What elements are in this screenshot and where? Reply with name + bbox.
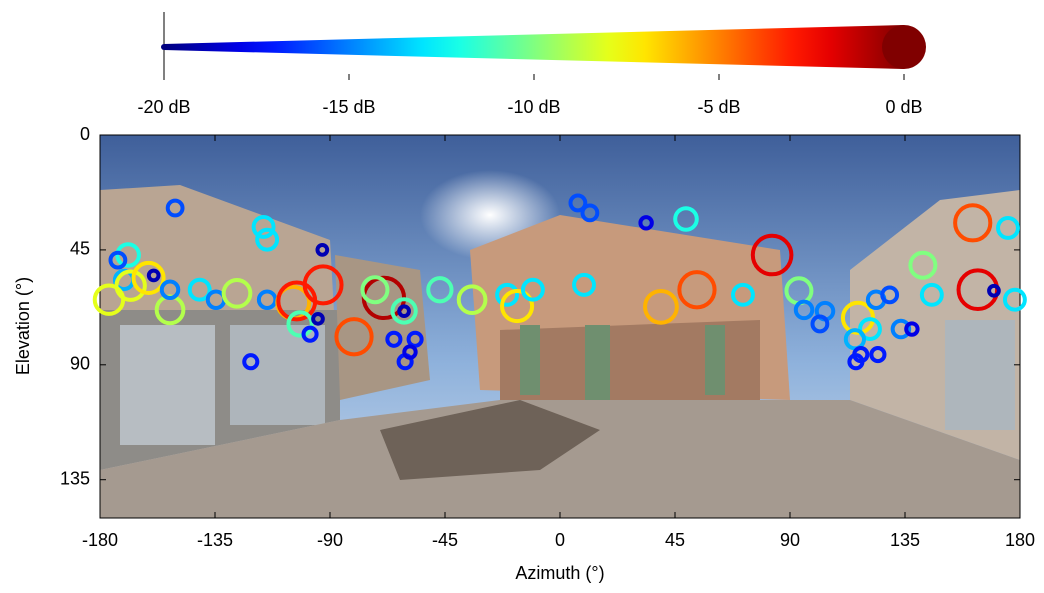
colorbar-body xyxy=(164,25,904,69)
source-circle xyxy=(673,206,699,232)
colorbar: -20 dB -15 dB -10 dB -5 dB 0 dB xyxy=(137,25,926,117)
panorama-background xyxy=(100,135,1020,518)
source-circle xyxy=(1002,287,1027,312)
source-circle xyxy=(402,344,418,360)
source-circle xyxy=(880,285,900,305)
source-circle xyxy=(315,243,330,257)
source-circle xyxy=(302,264,344,306)
colorbar-cap xyxy=(882,25,926,69)
source-circle xyxy=(919,282,944,307)
x-tick-label: -90 xyxy=(317,530,343,550)
source-circle xyxy=(500,289,535,324)
source-circle xyxy=(360,275,390,305)
y-tick-label: 45 xyxy=(70,239,90,259)
data-points xyxy=(92,193,1027,371)
source-circle xyxy=(793,299,815,321)
source-circle xyxy=(108,250,128,270)
colorbar-tick-label: -5 dB xyxy=(697,97,740,117)
source-circle xyxy=(858,317,882,342)
colorbar-cap xyxy=(161,44,167,50)
source-circle xyxy=(131,260,166,296)
x-tick-label: 0 xyxy=(555,530,565,550)
source-circle xyxy=(115,242,141,268)
x-axis-label: Azimuth (°) xyxy=(515,563,604,583)
source-circle xyxy=(406,330,424,348)
y-axis-label: Elevation (°) xyxy=(13,277,33,375)
source-circle xyxy=(221,277,253,309)
source-circle xyxy=(643,288,679,325)
source-circle xyxy=(580,203,600,223)
source-circle xyxy=(251,214,276,239)
source-circle xyxy=(286,310,314,338)
source-circle xyxy=(890,318,912,340)
y-tick-label: 135 xyxy=(60,468,90,488)
colorbar-tick-label: -10 dB xyxy=(507,97,560,117)
colorbar-tick-label: 0 dB xyxy=(885,97,922,117)
source-circle xyxy=(187,277,212,302)
source-circle xyxy=(426,276,454,304)
source-circle xyxy=(987,283,1001,298)
source-circle xyxy=(495,282,520,307)
source-circle xyxy=(731,282,755,307)
x-tick-label: -45 xyxy=(432,530,458,550)
source-circle xyxy=(92,283,126,316)
source-circle xyxy=(750,233,794,277)
x-tick-label: -135 xyxy=(197,530,233,550)
x-tick-label: 135 xyxy=(890,530,920,550)
colorbar-tick-label: -15 dB xyxy=(322,97,375,117)
x-tick-label: -180 xyxy=(82,530,118,550)
source-circle xyxy=(165,198,185,218)
source-circle xyxy=(572,272,596,297)
source-circle xyxy=(255,227,280,252)
source-circle xyxy=(843,328,867,351)
source-circle xyxy=(385,330,403,348)
source-circle xyxy=(301,325,319,343)
source-circle xyxy=(908,250,938,280)
source-circle xyxy=(869,346,887,364)
source-circle xyxy=(256,289,278,310)
colorbar-tick-label: -20 dB xyxy=(137,97,190,117)
x-tick-label: 90 xyxy=(780,530,800,550)
x-tick-label: 45 xyxy=(665,530,685,550)
source-circle xyxy=(904,321,920,337)
y-tick-label: 90 xyxy=(70,354,90,374)
source-circle xyxy=(810,314,830,334)
source-circle xyxy=(390,297,418,325)
source-circle xyxy=(568,193,588,213)
source-circle xyxy=(847,353,865,371)
source-circle xyxy=(242,353,260,371)
source-circle xyxy=(146,268,161,283)
x-tick-label: 180 xyxy=(1005,530,1035,550)
source-circle xyxy=(311,311,325,326)
source-circle xyxy=(159,279,181,300)
source-circle xyxy=(677,270,717,310)
source-circle xyxy=(638,215,654,231)
source-circle xyxy=(456,284,488,316)
source-circle xyxy=(996,215,1020,240)
source-circle xyxy=(520,277,545,302)
source-circle xyxy=(334,317,374,357)
source-circle xyxy=(397,304,411,319)
y-tick-label: 0 xyxy=(80,124,90,144)
source-circle xyxy=(953,203,993,243)
